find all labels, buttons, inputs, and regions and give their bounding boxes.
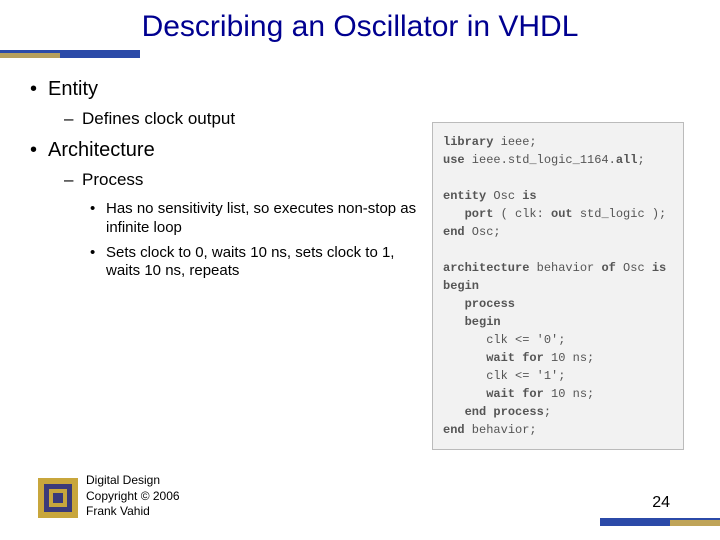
slide-title: Describing an Oscillator in VHDL: [0, 10, 720, 44]
code-text: behavior: [529, 261, 601, 275]
logo-icon: [38, 478, 78, 518]
footer-line3: Frank Vahid: [86, 504, 180, 520]
code-text: clk <= '0';: [443, 333, 565, 347]
code-text: ( clk:: [493, 207, 551, 221]
kw: end: [443, 225, 465, 239]
bullet-p1: • Has no sensitivity list, so executes n…: [90, 200, 420, 238]
logo-square: [53, 493, 63, 503]
bullet-arch: • Architecture: [30, 139, 420, 162]
footer-line2: Copyright © 2006: [86, 489, 180, 505]
page-number: 24: [652, 494, 670, 512]
kw: use: [443, 153, 465, 167]
kw: all: [616, 153, 638, 167]
bullet-arch-text: Architecture: [48, 139, 155, 162]
footer-accent: [600, 518, 720, 526]
content-body: • Entity – Defines clock output • Archit…: [30, 78, 420, 287]
kw: begin: [443, 315, 501, 329]
bullet-dot-icon: •: [30, 139, 48, 162]
code-text: clk <= '1';: [443, 369, 565, 383]
underline-gold: [0, 53, 60, 58]
code-text: ieee.std_logic_1164.: [465, 153, 616, 167]
slide: Describing an Oscillator in VHDL • Entit…: [0, 0, 720, 540]
kw: architecture: [443, 261, 529, 275]
kw: process: [493, 405, 543, 419]
code-text: Osc;: [465, 225, 501, 239]
code-text: Osc: [616, 261, 652, 275]
bullet-entity-sub-text: Defines clock output: [82, 109, 235, 129]
bullet-p1-text: Has no sensitivity list, so executes non…: [106, 200, 420, 238]
kw: port: [443, 207, 493, 221]
code-text: ;: [637, 153, 644, 167]
kw: end: [443, 405, 486, 419]
kw: entity: [443, 189, 486, 203]
bullet-arch-sub-text: Process: [82, 170, 143, 190]
bullet-p2-text: Sets clock to 0, waits 10 ns, sets clock…: [106, 244, 420, 282]
bullet-entity-sub: – Defines clock output: [64, 109, 420, 129]
dash-icon: –: [64, 109, 82, 129]
kw: is: [522, 189, 536, 203]
kw: end: [443, 423, 465, 437]
bullet-entity-text: Entity: [48, 78, 98, 101]
kw: process: [443, 297, 515, 311]
kw: wait: [443, 387, 515, 401]
code-block: library ieee; use ieee.std_logic_1164.al…: [432, 122, 684, 450]
footer-text: Digital Design Copyright © 2006 Frank Va…: [86, 473, 180, 520]
kw: of: [601, 261, 615, 275]
bullet-dot-icon: •: [90, 244, 106, 282]
kw: for: [522, 387, 544, 401]
footer-line1: Digital Design: [86, 473, 180, 489]
bullet-dot-icon: •: [90, 200, 106, 238]
kw: out: [551, 207, 573, 221]
code-text: behavior;: [465, 423, 537, 437]
title-underline: [0, 50, 140, 58]
code-text: 10 ns;: [544, 387, 594, 401]
code-text: ieee;: [493, 135, 536, 149]
kw: for: [522, 351, 544, 365]
kw: library: [443, 135, 493, 149]
kw: begin: [443, 279, 479, 293]
code-text: ;: [544, 405, 551, 419]
kw: is: [652, 261, 666, 275]
bullet-entity: • Entity: [30, 78, 420, 101]
bullet-dot-icon: •: [30, 78, 48, 101]
code-text: Osc: [486, 189, 522, 203]
dash-icon: –: [64, 170, 82, 190]
kw: wait: [443, 351, 515, 365]
footer-gold: [670, 520, 720, 526]
code-text: std_logic );: [573, 207, 667, 221]
bullet-arch-sub: – Process: [64, 170, 420, 190]
code-text: 10 ns;: [544, 351, 594, 365]
bullet-p2: • Sets clock to 0, waits 10 ns, sets clo…: [90, 244, 420, 282]
